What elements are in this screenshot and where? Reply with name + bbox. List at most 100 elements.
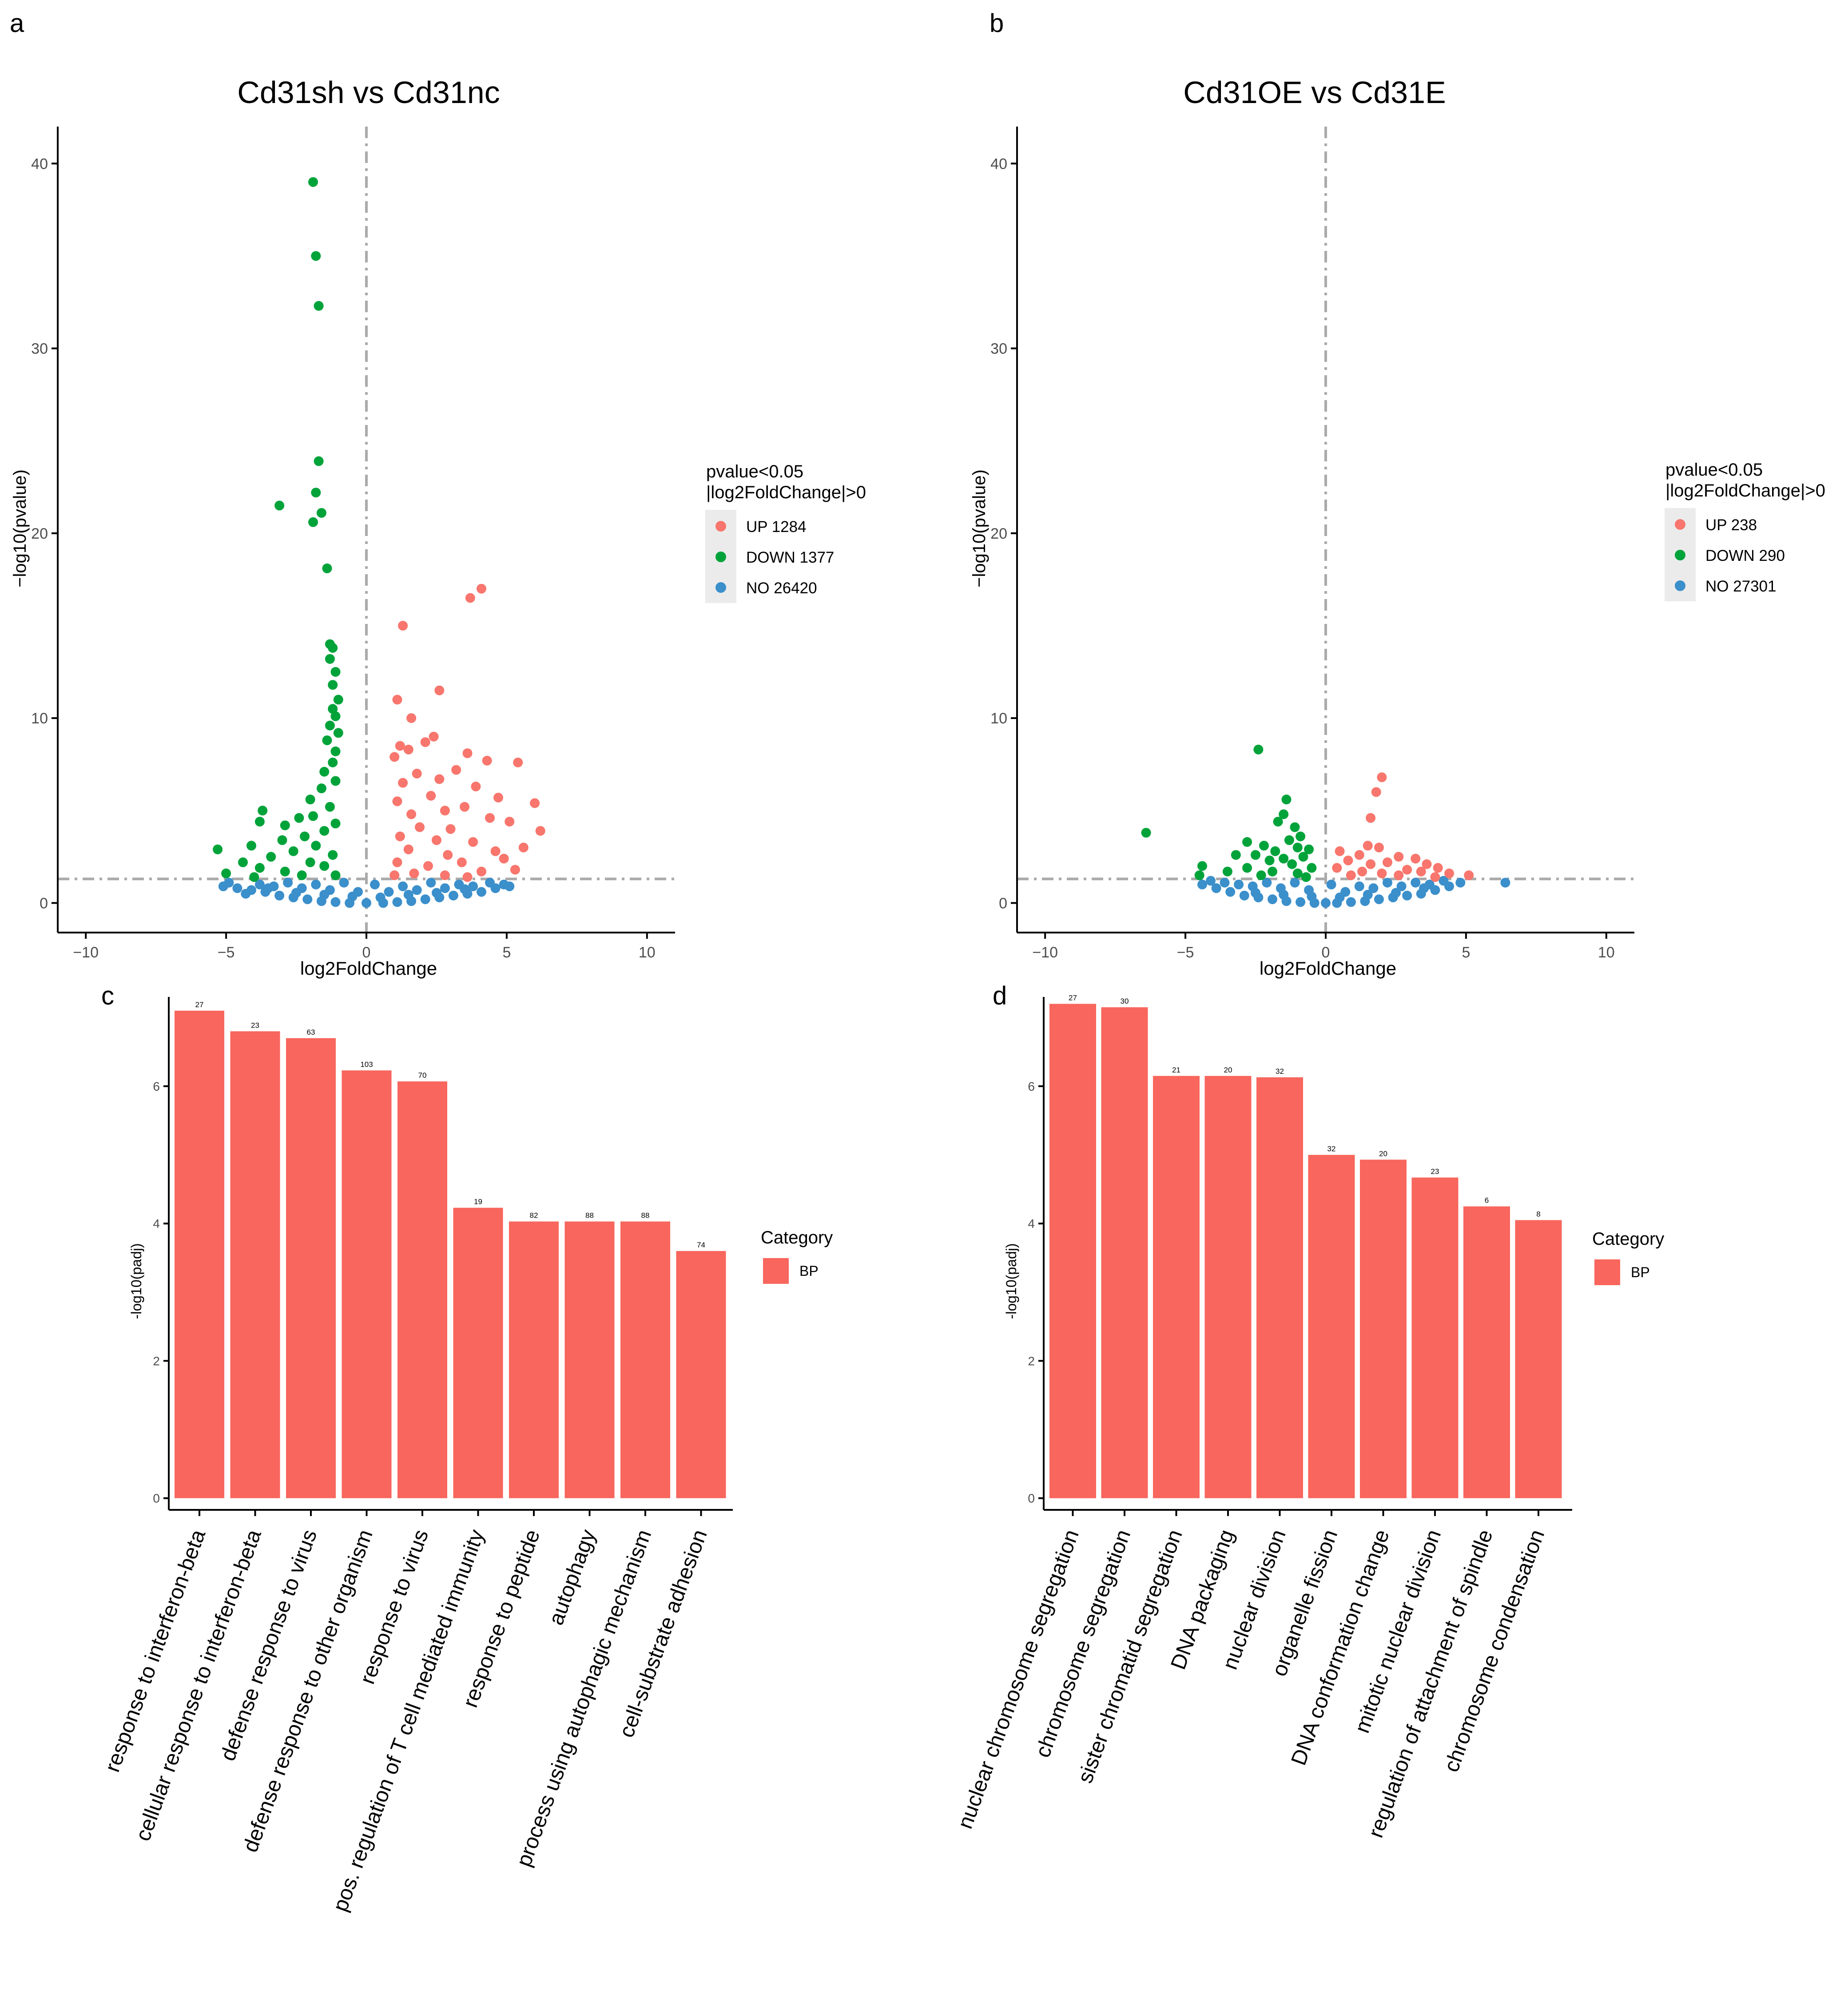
down-point <box>330 776 341 786</box>
y-tick-label: 20 <box>31 525 48 542</box>
legend-label-bp: BP <box>799 1263 819 1279</box>
category-label: chromosome condensation <box>1439 1527 1549 1775</box>
no-point <box>291 888 301 898</box>
up-point <box>415 822 425 832</box>
up-point <box>392 695 402 705</box>
no-point <box>426 877 436 888</box>
down-point <box>330 746 341 756</box>
no-point <box>1383 877 1392 888</box>
up-point <box>468 837 478 847</box>
legend-key-up <box>1675 519 1685 530</box>
down-point <box>1281 794 1292 805</box>
up-point <box>493 793 503 803</box>
up-point <box>482 755 492 766</box>
down-point <box>246 841 256 851</box>
down-point <box>330 667 341 677</box>
legend-key-down <box>715 552 726 562</box>
down-point <box>274 500 285 511</box>
legend-key-bp <box>1594 1259 1620 1285</box>
down-point <box>311 841 321 851</box>
legend-key-down <box>1675 550 1685 560</box>
up-point <box>490 846 501 856</box>
down-point <box>1307 863 1317 873</box>
bar-data-label: 74 <box>697 1241 705 1249</box>
down-point <box>254 863 265 873</box>
bar <box>1463 1206 1510 1498</box>
y-tick-label: 0 <box>999 895 1007 912</box>
up-point <box>1343 855 1353 866</box>
y-axis-label-b: −log10(pvalue) <box>970 469 989 588</box>
down-point <box>254 817 265 827</box>
down-point <box>328 758 338 767</box>
bar <box>230 1031 280 1498</box>
category-label: response to interferon-beta <box>100 1526 210 1775</box>
category-label: chromosome segregation <box>1031 1527 1135 1761</box>
x-tick-label: 5 <box>1462 944 1470 961</box>
bar <box>1153 1076 1200 1498</box>
down-point <box>1242 863 1252 873</box>
down-point <box>1304 844 1314 854</box>
down-point <box>277 835 287 845</box>
up-point <box>1430 872 1440 882</box>
up-point <box>1366 859 1376 869</box>
down-point <box>319 766 330 777</box>
y-tick-label: 4 <box>1028 1217 1035 1231</box>
up-point <box>389 752 400 762</box>
y-tick-label: 30 <box>990 341 1007 357</box>
bar-data-label: 103 <box>360 1060 373 1068</box>
down-point <box>1264 855 1275 866</box>
up-point <box>1374 842 1384 853</box>
bar-data-label: 20 <box>1379 1149 1387 1158</box>
up-point <box>499 854 509 864</box>
no-point <box>274 890 285 901</box>
x-tick-label: 5 <box>502 944 511 961</box>
no-point <box>440 883 450 893</box>
volcano-legend-b: pvalue<0.05 |log2FoldChange|>0 UP 238 DO… <box>1665 460 1825 601</box>
up-point <box>1357 866 1367 877</box>
volcano-panel-a: a Cd31sh vs Cd31nc −10 −5 0 5 10 0 10 20 30 40 l… <box>10 9 866 979</box>
up-point <box>434 774 445 784</box>
up-point <box>485 813 495 823</box>
down-point <box>1298 852 1308 862</box>
down-point <box>1242 837 1252 847</box>
down-point <box>294 813 304 823</box>
no-point <box>468 881 478 891</box>
legend-key-no <box>1675 580 1685 591</box>
no-point <box>319 889 330 900</box>
no-point <box>1290 877 1300 888</box>
no-point <box>499 879 509 889</box>
no-point <box>432 888 441 898</box>
y-tick-label: 2 <box>153 1354 160 1368</box>
y-tick-label: 30 <box>31 341 48 357</box>
bar <box>1049 1004 1096 1498</box>
no-point <box>448 890 458 901</box>
x-tick-label: −10 <box>73 944 99 961</box>
legend-title-line1: pvalue<0.05 <box>706 462 803 481</box>
down-point <box>311 251 321 261</box>
down-point <box>328 850 338 860</box>
up-point <box>1371 787 1381 797</box>
bar-panel-c: c 27 23 63 103 70 19 82 88 88 74 0 2 4 6 response to… <box>100 981 833 1915</box>
up-point <box>1363 841 1373 851</box>
y-tick-label: 20 <box>990 525 1007 542</box>
down-point <box>1194 870 1204 880</box>
down-point <box>221 868 231 878</box>
bar <box>397 1081 447 1498</box>
bar-data-label: 32 <box>1327 1145 1336 1153</box>
x-tick-label: −5 <box>218 944 235 961</box>
down-point <box>1296 831 1306 842</box>
down-point <box>1284 835 1294 845</box>
no-point <box>1225 887 1236 897</box>
up-point <box>462 872 473 882</box>
down-point <box>314 301 324 311</box>
bar-data-label: 70 <box>418 1071 427 1080</box>
no-point <box>283 877 293 888</box>
up-point <box>420 737 430 747</box>
up-point <box>513 758 523 767</box>
up-point <box>1366 813 1376 823</box>
down-point <box>1251 850 1260 860</box>
no-point <box>1239 890 1249 901</box>
bar <box>342 1070 392 1498</box>
up-point <box>1433 863 1443 873</box>
